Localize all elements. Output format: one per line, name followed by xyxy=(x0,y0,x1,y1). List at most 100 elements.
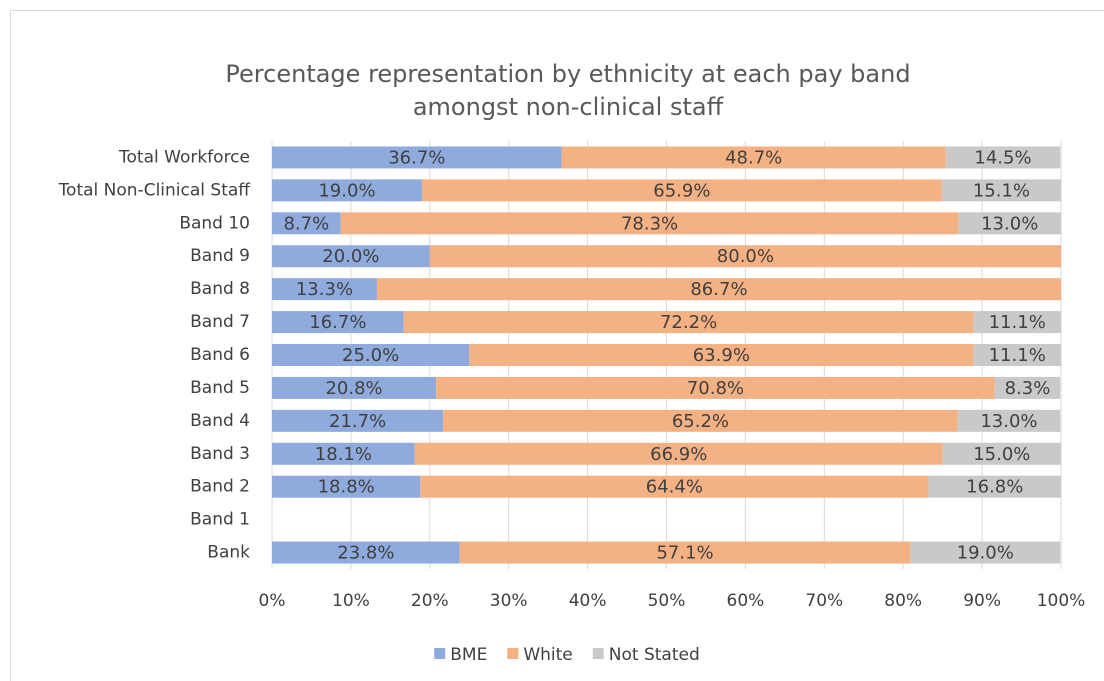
legend-label: BME xyxy=(450,645,487,665)
data-label: 57.1% xyxy=(656,543,713,564)
data-label: 80.0% xyxy=(717,246,774,267)
y-tick-label: Band 3 xyxy=(190,444,250,464)
bar-segment xyxy=(469,344,974,366)
y-tick-label: Band 7 xyxy=(190,312,250,332)
data-label: 18.8% xyxy=(318,477,375,498)
data-label: 20.0% xyxy=(322,246,379,267)
y-tick-label: Band 2 xyxy=(190,477,250,497)
data-label: 8.3% xyxy=(1005,378,1051,399)
y-tick-label: Band 10 xyxy=(179,213,250,233)
data-label: 11.1% xyxy=(989,312,1046,333)
x-tick-label: 20% xyxy=(411,591,449,611)
bar-segment xyxy=(414,442,943,465)
data-label: 14.5% xyxy=(974,147,1031,168)
bar-segment xyxy=(941,179,1061,202)
data-label: 63.9% xyxy=(693,345,750,366)
bar-segment xyxy=(272,179,422,202)
bar-segment xyxy=(272,541,460,564)
data-label: 13.0% xyxy=(981,213,1038,234)
bar-segment xyxy=(272,376,437,399)
data-label: 13.0% xyxy=(980,411,1037,432)
legend-label: White xyxy=(523,645,572,665)
bar-segment xyxy=(272,278,377,301)
legend-swatch xyxy=(507,648,519,659)
bar-segment xyxy=(942,442,1061,465)
bar-segment xyxy=(272,212,341,235)
y-tick-label: Total Non-Clinical Staff xyxy=(58,180,252,200)
data-label: 66.9% xyxy=(650,444,707,465)
bar-segment xyxy=(272,475,421,498)
data-label: 16.7% xyxy=(309,312,366,333)
y-tick-label: Total Workforce xyxy=(118,147,250,167)
data-label: 48.7% xyxy=(725,147,782,168)
data-label: 19.0% xyxy=(957,543,1014,564)
data-label: 86.7% xyxy=(690,279,747,300)
y-tick-label: Band 1 xyxy=(190,510,250,530)
data-label: 11.1% xyxy=(989,345,1046,366)
x-tick-label: 60% xyxy=(727,591,765,611)
bar-segment xyxy=(910,541,1061,564)
bar-segment xyxy=(928,475,1061,498)
bar-segment xyxy=(272,311,404,334)
data-label: 21.7% xyxy=(329,411,386,432)
data-label: 23.8% xyxy=(337,543,394,564)
bar-segment xyxy=(436,376,995,399)
y-tick-label: Band 8 xyxy=(190,279,250,299)
bar-segment xyxy=(420,475,929,498)
data-label: 65.2% xyxy=(672,411,729,432)
legend-label: Not Stated xyxy=(609,645,700,665)
x-tick-label: 80% xyxy=(884,591,922,611)
bar-segment xyxy=(973,311,1061,334)
data-label: 8.7% xyxy=(283,213,329,234)
data-label: 20.8% xyxy=(325,378,382,399)
data-label: 25.0% xyxy=(342,345,399,366)
chart-title: amongst non-clinical staff xyxy=(413,93,724,121)
data-label: 72.2% xyxy=(660,312,717,333)
data-label: 64.4% xyxy=(646,477,703,498)
bar-segment xyxy=(429,245,1061,268)
x-tick-label: 30% xyxy=(490,591,528,611)
bar-segment xyxy=(421,179,942,202)
data-label: 70.8% xyxy=(687,378,744,399)
data-label: 65.9% xyxy=(653,180,710,201)
x-tick-label: 0% xyxy=(259,591,286,611)
bar-segment xyxy=(459,541,911,564)
data-label: 36.7% xyxy=(388,147,445,168)
bar-segment xyxy=(561,146,946,169)
y-tick-label: Band 6 xyxy=(190,345,250,365)
bar-segment xyxy=(376,278,1061,301)
bar-segment xyxy=(403,311,974,334)
bar-segment xyxy=(958,212,1061,235)
data-label: 19.0% xyxy=(318,180,375,201)
x-tick-label: 50% xyxy=(648,591,686,611)
bar-segment xyxy=(957,409,1061,432)
bar-segment xyxy=(272,146,562,169)
data-label: 16.8% xyxy=(966,477,1023,498)
y-tick-label: Band 9 xyxy=(190,246,250,266)
bar-segment xyxy=(272,344,470,366)
data-label: 18.1% xyxy=(315,444,372,465)
x-tick-label: 10% xyxy=(332,591,370,611)
y-tick-label: Bank xyxy=(207,543,250,563)
bar-segment xyxy=(443,409,958,432)
bar-segment xyxy=(973,344,1061,366)
data-label: 15.0% xyxy=(973,444,1030,465)
x-tick-label: 40% xyxy=(569,591,607,611)
x-tick-label: 90% xyxy=(963,591,1001,611)
bar-segment xyxy=(272,442,415,465)
y-tick-label: Band 5 xyxy=(190,378,250,398)
y-tick-label: Band 4 xyxy=(190,411,250,431)
data-label: 15.1% xyxy=(973,180,1030,201)
data-label: 13.3% xyxy=(296,279,353,300)
legend-swatch xyxy=(434,648,446,659)
bar-segment xyxy=(340,212,959,235)
bar-segment xyxy=(272,409,444,432)
data-label: 78.3% xyxy=(621,213,678,234)
bar-segment xyxy=(945,146,1061,169)
x-tick-label: 70% xyxy=(805,591,843,611)
legend-swatch xyxy=(592,648,604,659)
chart-title: Percentage representation by ethnicity a… xyxy=(225,60,910,88)
x-tick-label: 100% xyxy=(1037,591,1086,611)
bar-segment xyxy=(272,245,430,268)
